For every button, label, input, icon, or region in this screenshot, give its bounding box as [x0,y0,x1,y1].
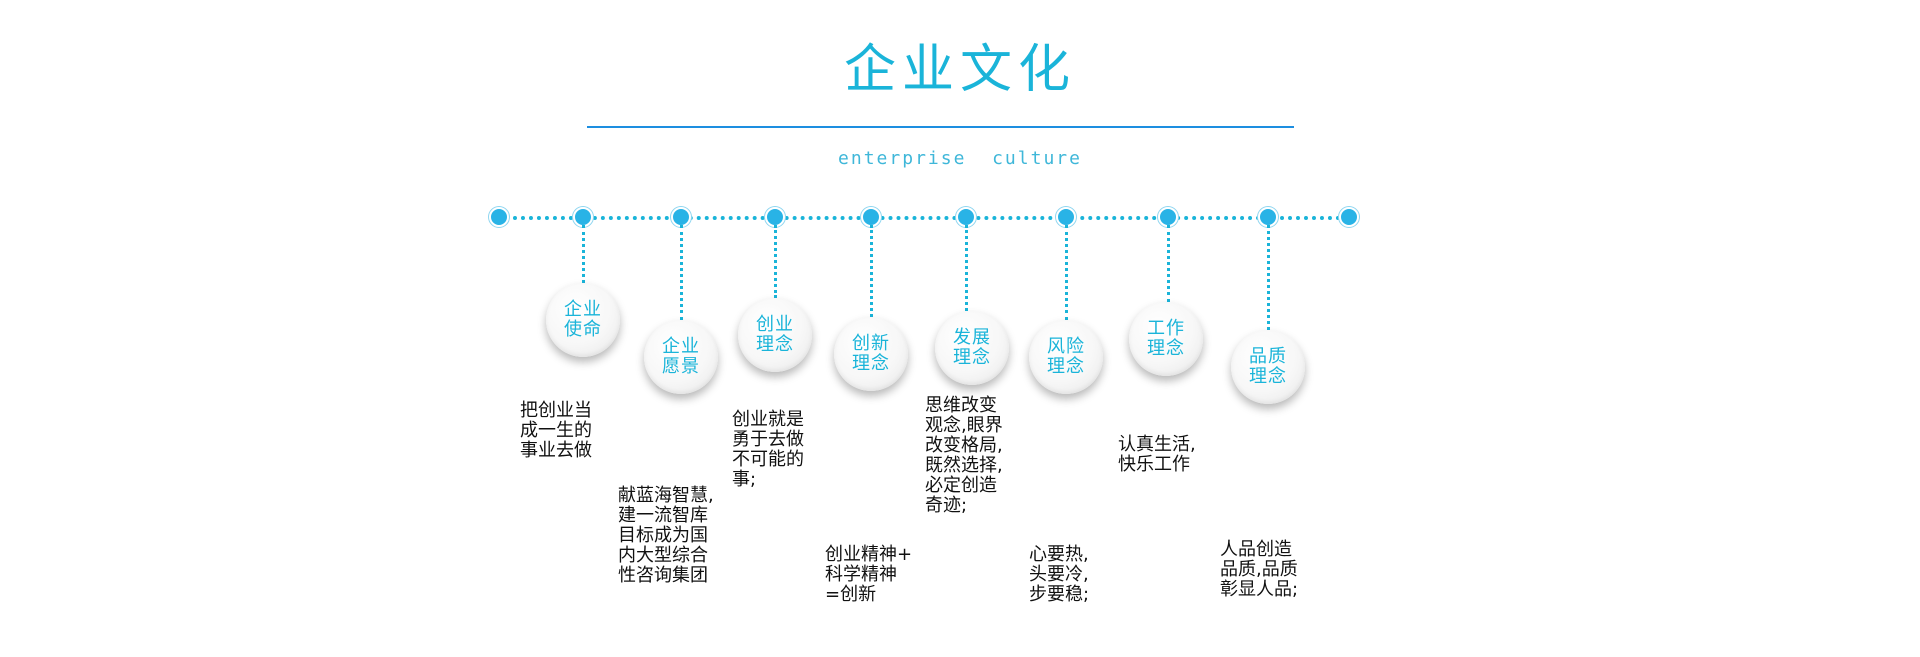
description-development-philosophy: 思维改变 观念,眼界 改变格局, 既然选择, 必定创造 奇迹; [925,396,1035,516]
description-startup-philosophy: 创业就是 勇于去做 不可能的 事; [732,410,842,490]
description-line: 认真生活, [1118,434,1196,455]
connector-line [582,225,585,283]
node-label: 理念 [756,334,794,355]
description-line: 人品创造 [1220,539,1292,560]
node-label: 发展 [953,327,991,348]
node-label: 工作 [1147,318,1185,339]
description-line: =创新 [825,584,877,605]
node-innovation-philosophy: 创新 理念 [834,317,908,391]
description-line: 快乐工作 [1118,454,1190,475]
node-enterprise-vision: 企业 愿景 [644,320,718,394]
page-title: 企业文化 [843,40,1076,100]
description-line: 步要稳; [1029,584,1090,605]
node-label: 理念 [953,347,991,368]
node-startup-philosophy: 创业 理念 [738,298,812,372]
page-subtitle: enterprise culture [838,148,1082,169]
description-line: 勇于去做 [732,429,804,450]
title-underline [587,126,1294,128]
timeline-line [497,216,1349,220]
description-line: 改变格局, [925,435,1003,456]
node-label: 理念 [1147,338,1185,359]
description-line: 创业就是 [732,409,804,430]
node-label: 愿景 [662,356,700,377]
node-label: 理念 [1047,356,1085,377]
node-label: 企业 [564,299,602,320]
node-enterprise-mission: 企业 使命 [546,283,620,357]
description-quality-philosophy: 人品创造 品质,品质 彰显人品; [1220,540,1330,600]
description-line: 观念,眼界 [925,415,1003,436]
description-line: 必定创造 [925,475,997,496]
node-label: 品质 [1249,346,1287,367]
description-innovation-philosophy: 创业精神+ 科学精神 =创新 [825,545,935,605]
description-line: 品质,品质 [1220,559,1298,580]
description-enterprise-mission: 把创业当 成一生的 事业去做 [520,401,630,461]
connector-line [870,225,873,317]
node-label: 创业 [756,314,794,335]
connector-line [1167,225,1170,302]
timeline-dot [1258,207,1278,227]
timeline-dot [1056,207,1076,227]
node-development-philosophy: 发展 理念 [935,311,1009,385]
node-label: 风险 [1047,336,1085,357]
description-line: 内大型综合 [618,545,708,566]
timeline-dot [573,207,593,227]
timeline-dot [1158,207,1178,227]
timeline-dot [765,207,785,227]
connector-line [1267,225,1270,330]
description-line: 头要冷, [1029,564,1089,585]
description-work-philosophy: 认真生活, 快乐工作 [1118,435,1228,475]
connector-line [1065,225,1068,320]
node-quality-philosophy: 品质 理念 [1231,330,1305,404]
description-risk-philosophy: 心要热, 头要冷, 步要稳; [1029,545,1139,605]
timeline-start-dot [489,207,509,227]
connector-line [680,225,683,320]
description-line: 彰显人品; [1220,579,1299,600]
node-label: 理念 [1249,366,1287,387]
node-label: 创新 [852,333,890,354]
description-line: 思维改变 [925,395,997,416]
description-line: 目标成为国 [618,525,708,546]
timeline-dot [956,207,976,227]
description-line: 成一生的 [520,420,592,441]
timeline-dot [861,207,881,227]
description-line: 事业去做 [520,440,592,461]
timeline-dot [671,207,691,227]
description-line: 献蓝海智慧, [618,485,714,506]
description-line: 不可能的 [732,449,804,470]
description-line: 把创业当 [520,400,592,421]
node-label: 使命 [564,319,602,340]
connector-line [774,225,777,298]
node-work-philosophy: 工作 理念 [1129,302,1203,376]
node-label: 企业 [662,336,700,357]
timeline-end-dot [1339,207,1359,227]
description-line: 性咨询集团 [618,565,708,586]
description-enterprise-vision: 献蓝海智慧, 建一流智库 目标成为国 内大型综合 性咨询集团 [618,486,728,586]
description-line: 创业精神+ [825,544,913,565]
connector-line [965,225,968,311]
node-risk-philosophy: 风险 理念 [1029,320,1103,394]
node-label: 理念 [852,353,890,374]
description-line: 建一流智库 [618,505,708,526]
description-line: 既然选择, [925,455,1003,476]
description-line: 事; [732,469,757,490]
description-line: 奇迹; [925,495,968,516]
description-line: 心要热, [1029,544,1089,565]
description-line: 科学精神 [825,564,897,585]
